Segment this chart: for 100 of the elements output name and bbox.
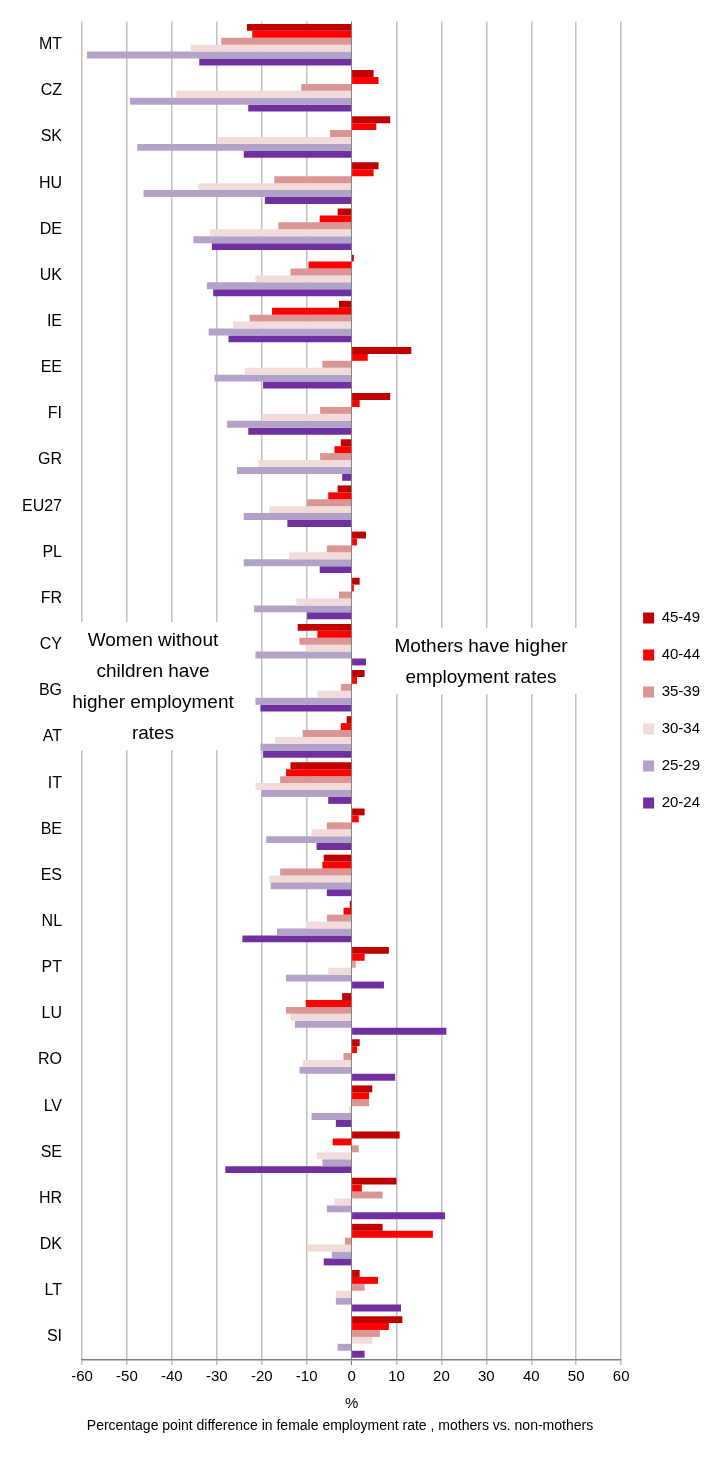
bar xyxy=(307,612,352,620)
bar xyxy=(337,1343,352,1351)
legend-label: 35-39 xyxy=(661,682,701,700)
bar xyxy=(249,314,352,322)
y-tick-label: EU27 xyxy=(21,496,63,514)
bar xyxy=(352,1276,379,1284)
legend-label: 25-29 xyxy=(661,756,701,774)
bar xyxy=(225,1166,352,1174)
legend-label: 20-24 xyxy=(661,793,701,811)
bar xyxy=(294,1020,352,1028)
bar xyxy=(352,808,365,816)
bar xyxy=(352,815,359,823)
bar xyxy=(335,1120,352,1127)
bar xyxy=(299,637,352,645)
x-tick-label: -40 xyxy=(161,1367,183,1385)
bar xyxy=(248,104,352,112)
y-tick-label: FR xyxy=(40,588,63,606)
annotation: Women without children have higher employment rates xyxy=(72,622,234,750)
bar xyxy=(322,360,352,368)
bar xyxy=(352,1283,365,1291)
bar xyxy=(277,928,352,936)
bar xyxy=(340,439,352,447)
x-tick-label: 30 xyxy=(478,1367,495,1385)
y-tick-label: BG xyxy=(38,681,63,699)
bar xyxy=(326,822,352,830)
y-tick-label: PT xyxy=(41,958,63,976)
bar xyxy=(289,552,352,560)
annotation: Mothers have higher employment rates xyxy=(366,628,596,694)
bar xyxy=(299,1066,352,1074)
bar xyxy=(248,427,352,435)
bar xyxy=(352,1085,373,1093)
bar xyxy=(352,577,360,585)
y-tick-label: IE xyxy=(46,311,63,329)
bar xyxy=(335,1290,352,1298)
bar xyxy=(326,545,352,553)
bar xyxy=(352,70,374,77)
y-tick-label: IT xyxy=(47,773,63,791)
text: Percentage point difference in female employment rate , mothers vs. non-mothers xyxy=(85,1416,595,1435)
bar xyxy=(352,960,356,968)
bar xyxy=(352,1145,359,1153)
bar xyxy=(305,1000,352,1007)
bar xyxy=(322,1159,352,1167)
bar xyxy=(311,829,352,837)
bar xyxy=(319,215,352,223)
y-tick-label: HR xyxy=(38,1188,63,1206)
y-tick-label: DE xyxy=(39,219,63,237)
bar xyxy=(211,243,352,251)
bar xyxy=(328,967,352,975)
bar xyxy=(214,374,352,382)
bar xyxy=(285,1006,352,1014)
bar xyxy=(297,623,352,631)
bar xyxy=(243,559,352,567)
bar xyxy=(326,889,352,897)
bar xyxy=(190,44,352,52)
bar xyxy=(307,499,352,507)
bar xyxy=(255,783,352,791)
bar xyxy=(352,1316,403,1324)
bar xyxy=(352,1099,370,1107)
bar xyxy=(335,1297,352,1305)
bar xyxy=(352,400,360,407)
x-tick-label: 20 xyxy=(433,1367,450,1385)
bar xyxy=(252,30,352,38)
bar xyxy=(305,644,352,652)
bar xyxy=(352,1073,396,1081)
bar xyxy=(221,37,352,45)
y-tick-label: LT xyxy=(44,1281,63,1299)
y-tick-label: CY xyxy=(39,635,63,653)
bar xyxy=(316,1152,352,1160)
bar xyxy=(317,630,352,638)
x-tick-label: -20 xyxy=(250,1367,273,1385)
bar xyxy=(198,183,352,191)
legend-label: 30-34 xyxy=(661,719,701,737)
bar xyxy=(352,393,391,401)
bar xyxy=(330,130,352,137)
bar xyxy=(261,413,352,421)
bar xyxy=(263,381,352,389)
bar xyxy=(343,907,352,915)
bar xyxy=(352,538,357,546)
bar xyxy=(260,743,352,751)
bar xyxy=(352,1230,433,1238)
y-tick-label: NL xyxy=(41,911,63,929)
y-tick-label: CZ xyxy=(40,81,63,99)
x-tick-label: -60 xyxy=(71,1367,93,1385)
bar xyxy=(301,83,352,91)
bar xyxy=(317,690,352,698)
bar xyxy=(352,1350,365,1358)
bar xyxy=(348,1106,352,1114)
bar xyxy=(287,520,352,527)
bar xyxy=(334,1198,352,1206)
bar xyxy=(246,23,352,31)
y-tick-label: PL xyxy=(42,542,63,560)
bar xyxy=(213,289,352,297)
bar xyxy=(302,1060,352,1067)
x-tick-label: 0 xyxy=(347,1367,356,1385)
bar xyxy=(352,123,377,131)
bar xyxy=(86,51,352,59)
legend-label: 45-49 xyxy=(661,608,701,626)
bar xyxy=(332,1138,352,1146)
x-tick-label: 50 xyxy=(567,1367,585,1385)
bar xyxy=(340,723,352,731)
